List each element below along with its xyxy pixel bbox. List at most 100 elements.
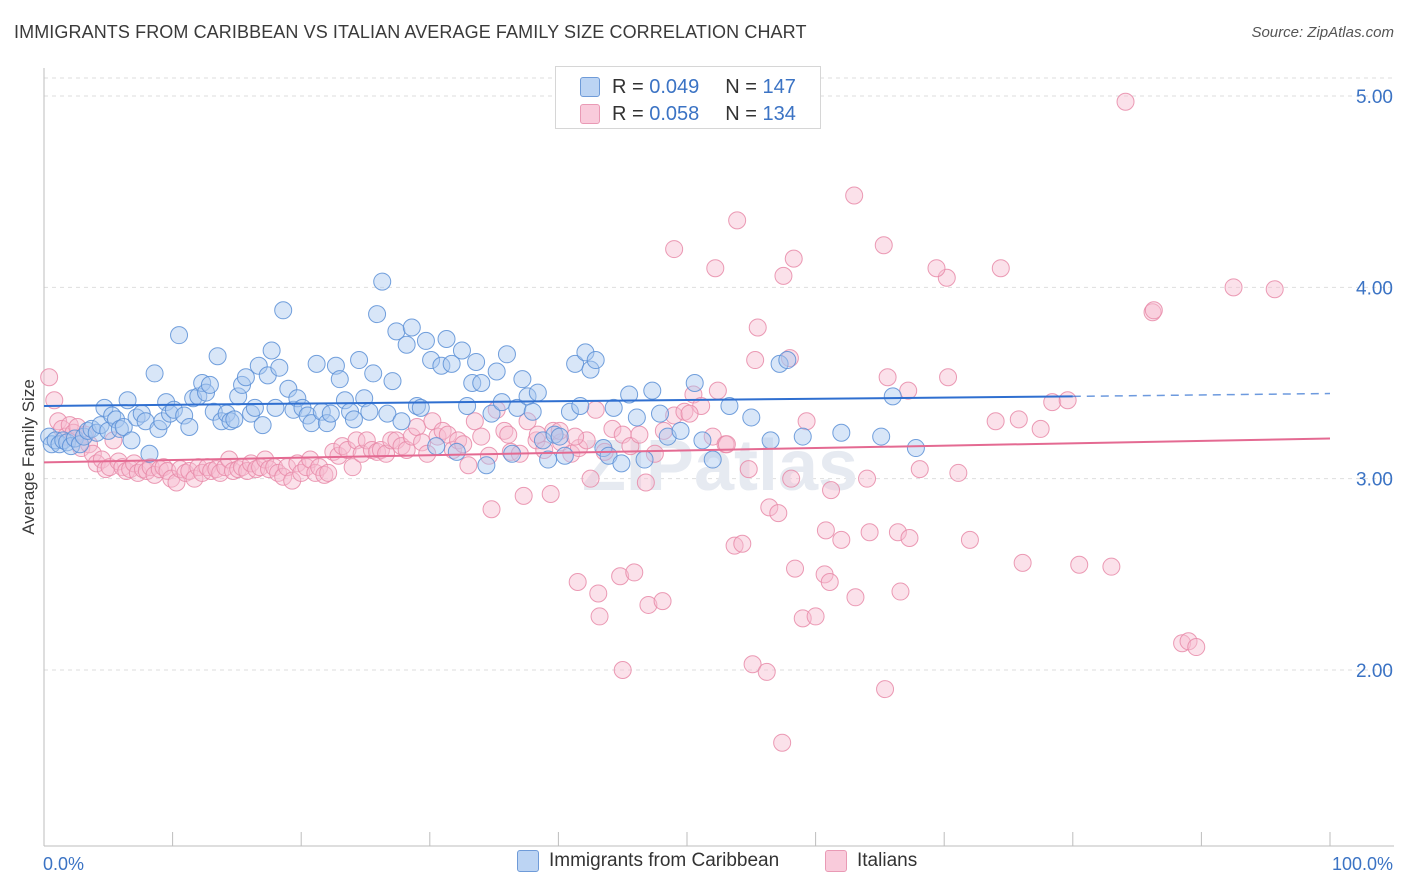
point-italians xyxy=(68,418,87,437)
point-italians xyxy=(45,391,64,410)
trend-line-italians xyxy=(43,437,1331,464)
series-legend: Immigrants from Caribbean Italians xyxy=(0,850,1406,880)
legend-item-italians[interactable]: Italians xyxy=(825,850,917,872)
point-italians xyxy=(784,249,803,268)
point-caribbean xyxy=(872,427,891,446)
point-caribbean xyxy=(650,404,669,423)
point-caribbean xyxy=(350,351,369,370)
point-italians xyxy=(910,460,929,479)
point-italians xyxy=(541,484,560,503)
axes xyxy=(43,68,1394,847)
point-italians xyxy=(459,456,478,475)
point-caribbean xyxy=(416,331,435,350)
legend-item-caribbean[interactable]: Immigrants from Caribbean xyxy=(517,850,779,872)
point-italians xyxy=(728,211,747,230)
point-caribbean xyxy=(883,387,902,406)
point-caribbean xyxy=(307,354,326,373)
point-italians xyxy=(193,463,212,482)
point-italians xyxy=(292,463,311,482)
point-caribbean xyxy=(560,402,579,421)
point-italians xyxy=(820,572,839,591)
point-caribbean xyxy=(140,444,159,463)
point-italians xyxy=(283,471,302,490)
point-caribbean xyxy=(671,421,690,440)
point-caribbean xyxy=(368,305,387,324)
point-caribbean xyxy=(612,454,631,473)
point-italians xyxy=(352,444,371,463)
point-italians xyxy=(927,259,946,278)
point-italians xyxy=(822,481,841,500)
legend-label: Italians xyxy=(857,850,918,871)
point-caribbean xyxy=(906,439,925,458)
point-italians xyxy=(167,473,186,492)
point-italians xyxy=(482,500,501,519)
point-italians xyxy=(104,431,123,450)
point-italians xyxy=(1116,92,1135,111)
point-italians xyxy=(773,733,792,752)
point-italians xyxy=(1173,634,1192,653)
point-italians xyxy=(527,431,546,450)
point-italians xyxy=(1009,410,1028,429)
point-caribbean xyxy=(122,431,141,450)
point-caribbean xyxy=(442,354,461,373)
point-caribbean xyxy=(447,442,466,461)
point-italians xyxy=(725,536,744,555)
point-italians xyxy=(402,427,421,446)
point-caribbean xyxy=(576,343,595,362)
point-caribbean xyxy=(253,416,272,435)
point-italians xyxy=(418,444,437,463)
point-caribbean xyxy=(378,404,397,423)
series-caribbean xyxy=(40,272,925,475)
y-tick-labels: 5.00 4.00 3.00 2.00 xyxy=(1356,87,1393,682)
point-caribbean xyxy=(266,398,285,417)
point-italians xyxy=(991,259,1010,278)
point-italians xyxy=(706,259,725,278)
point-caribbean xyxy=(458,396,477,415)
point-italians xyxy=(100,458,119,477)
point-italians xyxy=(746,351,765,370)
point-caribbean xyxy=(513,370,532,389)
point-italians xyxy=(986,412,1005,431)
point-italians xyxy=(786,559,805,578)
point-caribbean xyxy=(274,301,293,320)
point-caribbean xyxy=(437,329,456,348)
point-caribbean xyxy=(555,446,574,465)
point-caribbean xyxy=(523,402,542,421)
point-italians xyxy=(717,435,736,454)
trend-line-caribbean xyxy=(43,395,1073,407)
point-caribbean xyxy=(742,408,761,427)
point-caribbean xyxy=(720,396,739,415)
point-italians xyxy=(891,582,910,601)
n-value: 134 xyxy=(762,102,796,125)
point-caribbean xyxy=(586,351,605,370)
point-italians xyxy=(566,427,585,446)
y-tick-label: 3.00 xyxy=(1356,470,1393,491)
point-italians xyxy=(577,431,596,450)
point-italians xyxy=(1102,557,1121,576)
point-caribbean xyxy=(397,335,416,354)
point-italians xyxy=(1187,638,1206,657)
point-italians xyxy=(900,528,919,547)
point-caribbean xyxy=(270,358,289,377)
point-caribbean xyxy=(477,456,496,475)
point-caribbean xyxy=(344,410,363,429)
point-caribbean xyxy=(200,375,219,394)
point-italians xyxy=(708,381,727,400)
point-caribbean xyxy=(832,423,851,442)
r-value: 0.058 xyxy=(649,102,700,125)
point-italians xyxy=(769,504,788,523)
point-italians xyxy=(589,584,608,603)
point-caribbean xyxy=(487,362,506,381)
legend-label: Immigrants from Caribbean xyxy=(549,850,780,871)
point-caribbean xyxy=(387,322,406,341)
point-italians xyxy=(733,534,752,553)
point-italians xyxy=(876,680,895,699)
point-italians xyxy=(274,467,293,486)
x-tick-max: 100.0% xyxy=(1332,854,1393,874)
point-italians xyxy=(1070,555,1089,574)
point-italians xyxy=(329,446,348,465)
point-italians xyxy=(739,460,758,479)
point-italians xyxy=(888,523,907,542)
point-caribbean xyxy=(236,368,255,387)
point-caribbean xyxy=(321,404,340,423)
